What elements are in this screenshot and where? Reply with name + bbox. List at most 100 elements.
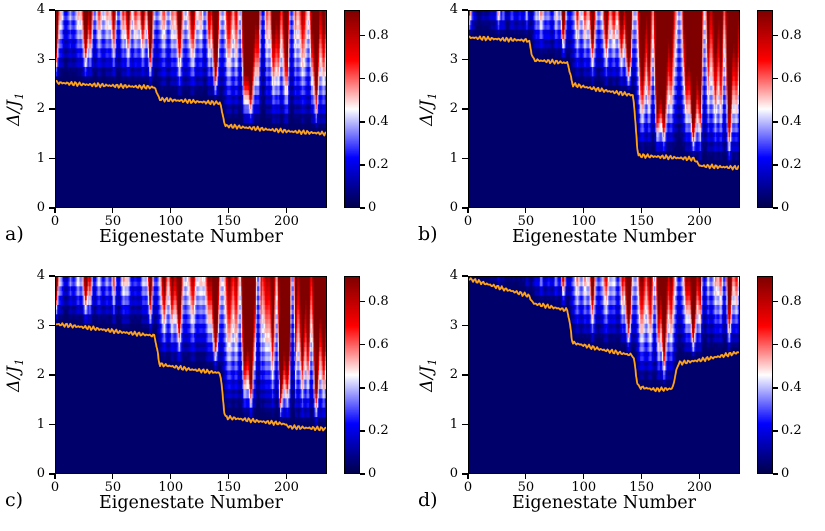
colorbar-tick-label: 0.8 xyxy=(781,293,802,309)
y-tick-label: 4 xyxy=(449,268,458,283)
y-tick-mark xyxy=(49,58,55,61)
x-tick-mark xyxy=(170,474,172,479)
panel-letter: b) xyxy=(418,223,438,245)
colorbar-tick-label: 0 xyxy=(781,200,790,215)
y-axis-label-sub: 1 xyxy=(426,92,440,100)
x-tick-mark xyxy=(698,474,701,479)
colorbar-tick-mark xyxy=(360,207,365,209)
colorbar-tick-mark xyxy=(360,164,365,166)
x-tick-mark xyxy=(228,474,230,479)
x-tick-label: 50 xyxy=(104,214,122,229)
colorbar-tick-label: 0.4 xyxy=(368,379,389,395)
colorbar-tick-mark xyxy=(360,121,365,123)
x-tick-label: 200 xyxy=(687,214,712,229)
heatmap-plot xyxy=(55,10,327,208)
x-tick-mark xyxy=(285,474,288,479)
x-tick-mark xyxy=(112,208,114,213)
colorbar-canvas xyxy=(758,11,772,207)
colorbar-tick-label: 0.8 xyxy=(368,293,389,309)
x-tick-label: 150 xyxy=(216,214,242,229)
x-tick-label: 100 xyxy=(571,480,597,495)
y-tick-label: 1 xyxy=(36,150,45,166)
y-tick-mark xyxy=(462,207,468,209)
x-tick-label: 150 xyxy=(629,480,655,495)
x-tick-label: 200 xyxy=(274,214,299,229)
x-tick-label: 100 xyxy=(158,480,184,495)
x-tick-mark xyxy=(170,208,172,213)
y-tick-label: 4 xyxy=(36,268,45,283)
panel-letter: a) xyxy=(5,223,24,245)
heatmap-canvas xyxy=(56,11,326,207)
y-tick-mark xyxy=(462,58,468,61)
colorbar-tick-label: 0.4 xyxy=(781,113,802,129)
colorbar-tick-label: 0.6 xyxy=(781,336,802,352)
y-tick-label: 0 xyxy=(36,466,45,481)
colorbar xyxy=(757,276,773,474)
x-tick-mark xyxy=(467,208,469,213)
colorbar-tick-mark xyxy=(360,430,365,432)
colorbar xyxy=(757,10,773,208)
panel-letter: c) xyxy=(5,489,24,511)
colorbar-tick-mark xyxy=(773,164,778,166)
x-tick-label: 100 xyxy=(158,214,184,229)
y-tick-mark xyxy=(49,473,55,475)
y-tick-label: 1 xyxy=(449,416,458,432)
y-tick-mark xyxy=(462,9,468,11)
x-tick-mark xyxy=(698,208,701,213)
y-tick-label: 3 xyxy=(449,51,458,67)
colorbar-tick-label: 0 xyxy=(781,466,790,481)
heatmap-canvas xyxy=(56,277,326,473)
x-axis-label: Eigenestate Number xyxy=(511,227,697,247)
y-tick-mark xyxy=(49,324,55,327)
x-axis-label: Eigenestate Number xyxy=(511,493,697,513)
colorbar-tick-label: 0.8 xyxy=(781,27,802,43)
y-tick-label: 0 xyxy=(449,466,458,481)
x-tick-mark xyxy=(54,474,56,479)
x-tick-label: 200 xyxy=(687,480,712,495)
colorbar-tick-mark xyxy=(773,78,778,80)
colorbar-tick-mark xyxy=(360,473,365,475)
y-tick-mark xyxy=(49,423,55,426)
x-tick-label: 50 xyxy=(517,214,535,229)
x-tick-mark xyxy=(641,208,643,213)
colorbar-tick-label: 0.4 xyxy=(368,113,389,129)
x-axis-label: Eigenestate Number xyxy=(98,227,284,247)
colorbar-tick-mark xyxy=(773,344,778,346)
y-tick-mark xyxy=(49,9,55,11)
y-tick-mark xyxy=(49,207,55,209)
y-tick-label: 0 xyxy=(449,200,458,215)
x-tick-mark xyxy=(525,474,527,479)
colorbar-tick-label: 0.8 xyxy=(368,27,389,43)
y-tick-mark xyxy=(462,374,468,376)
colorbar-canvas xyxy=(345,277,359,473)
x-tick-label: 100 xyxy=(571,214,597,229)
colorbar xyxy=(344,10,360,208)
colorbar-tick-mark xyxy=(360,344,365,346)
x-tick-mark xyxy=(54,208,56,213)
y-tick-mark xyxy=(49,275,55,277)
x-tick-mark xyxy=(467,474,469,479)
colorbar-canvas xyxy=(345,11,359,207)
colorbar-tick-mark xyxy=(773,121,778,123)
colorbar-tick-label: 0.6 xyxy=(781,70,802,86)
x-tick-mark xyxy=(112,474,114,479)
y-axis-label-sub: 1 xyxy=(13,92,27,100)
colorbar-tick-mark xyxy=(360,387,365,389)
colorbar-tick-mark xyxy=(773,301,778,303)
y-axis-label-sub: 1 xyxy=(426,358,440,366)
x-tick-label: 0 xyxy=(50,214,60,229)
colorbar-tick-label: 0 xyxy=(368,466,377,481)
x-tick-mark xyxy=(641,474,643,479)
y-tick-label: 3 xyxy=(36,51,45,67)
y-tick-label: 3 xyxy=(449,317,458,333)
x-tick-mark xyxy=(228,208,230,213)
colorbar-tick-label: 0.6 xyxy=(368,336,389,352)
panel-a: Δ/J1 Eigenestate Number a) 0 50 100 150 200 0… xyxy=(0,0,412,265)
heatmap-canvas xyxy=(469,11,739,207)
x-tick-mark xyxy=(525,208,527,213)
y-tick-label: 4 xyxy=(449,2,458,17)
panel-letter: d) xyxy=(418,489,438,511)
y-tick-mark xyxy=(462,108,468,110)
heatmap-canvas xyxy=(469,277,739,473)
colorbar-tick-label: 0.2 xyxy=(781,156,802,172)
